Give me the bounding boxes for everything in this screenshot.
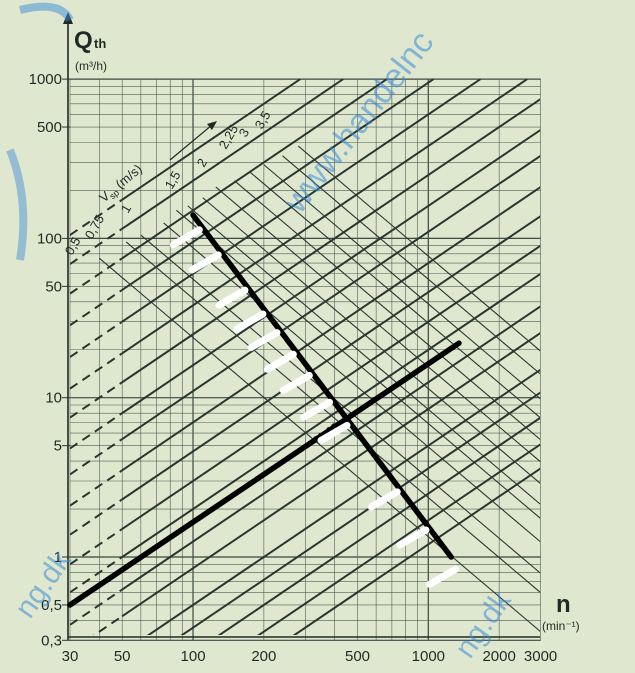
velocity-line: [215, 186, 540, 463]
white-tick-mark: [300, 398, 334, 421]
pump-size-line-dashed: [70, 257, 123, 295]
y-tick-labels: 0,3 0,5 1 5 10 50 100 500 1000: [29, 71, 70, 649]
velocity-line: [125, 241, 540, 593]
x-tick-label: 2000: [482, 648, 515, 665]
x-tick-label: 200: [251, 648, 276, 665]
velocity-line: [187, 205, 540, 505]
x-tick-label: 100: [181, 648, 206, 665]
pump-size-line-dashed: [70, 289, 123, 327]
velocity-line: [249, 171, 540, 419]
velocity-line: [282, 155, 540, 375]
watermark-fragment-icon: [6, 148, 28, 261]
white-tick-marks: [169, 226, 460, 588]
pump-size-line-dashed: [70, 588, 123, 626]
pump-size-line-dashed: [70, 469, 123, 507]
velocity-arrow-icon: [207, 121, 217, 130]
x-tick-label: 50: [114, 648, 131, 665]
y-axis-label-sub: th: [94, 36, 106, 51]
x-tick-label: 30: [62, 648, 79, 665]
pump-size-line: [121, 154, 540, 440]
y-tick-label: 0,5: [41, 597, 62, 614]
y-tick-label: 1: [54, 549, 62, 566]
watermark-fragment-icon: [19, 2, 74, 23]
pump-size-line: [121, 78, 344, 230]
pump-size-line: [121, 78, 435, 291]
x-tick-label: 500: [345, 648, 370, 665]
white-tick-mark: [169, 226, 203, 249]
white-tick-mark: [426, 565, 460, 588]
x-axis-unit: (min⁻¹): [542, 619, 580, 633]
pump-size-line: [121, 215, 540, 501]
velocity-line: [163, 222, 540, 543]
pump-size-line-dashed: [70, 528, 123, 566]
pump-size-line: [257, 443, 540, 635]
velocity-line: [234, 180, 540, 441]
pump-size-line: [121, 78, 388, 260]
x-axis-label: n: [556, 591, 571, 618]
white-tick-mark: [317, 421, 351, 444]
pump-size-line: [217, 416, 540, 635]
pump-size-line-dashed: [70, 556, 123, 594]
y-tick-label: 500: [37, 119, 62, 136]
velocity-lines: [99, 145, 540, 632]
pump-size-line-dashed: [70, 198, 123, 236]
white-tick-mark: [247, 329, 281, 352]
y-axis-unit: (m³/h): [75, 59, 107, 73]
pump-size-line: [121, 78, 301, 201]
white-tick-mark: [188, 251, 222, 274]
pump-size-line-dashed: [92, 615, 123, 635]
velocity-line: [140, 234, 540, 574]
pump-size-line: [121, 305, 540, 591]
y-tick-label: 10: [45, 390, 62, 407]
pump-size-line-dashed: [70, 381, 123, 419]
pump-size-line-dashed: [70, 352, 123, 390]
velocity-line: [99, 257, 540, 632]
y-tick-label: 0,3: [41, 632, 62, 649]
white-tick-mark: [233, 310, 267, 333]
velocity-line: [176, 209, 540, 519]
y-axis-label: Q: [74, 27, 93, 54]
white-tick-mark: [215, 286, 249, 309]
pump-size-line-dashed: [70, 412, 123, 450]
pump-size-line: [121, 186, 540, 472]
grid-minor: [69, 78, 541, 641]
y-tick-label: 100: [37, 230, 62, 247]
y-tick-label: 1000: [29, 71, 62, 88]
black-line-falling: [190, 212, 454, 560]
y-tick-label: 50: [45, 278, 62, 295]
pump-size-line-dashed: [70, 320, 123, 358]
velocity-line: [297, 145, 540, 352]
velocity-line: [263, 164, 540, 400]
y-tick-label: 5: [54, 438, 62, 455]
pump-size-line: [121, 78, 482, 323]
white-tick-mark: [263, 350, 297, 373]
black-line-rising: [67, 340, 462, 608]
x-tick-label: 3000: [524, 648, 557, 665]
overlay-marker-lines: [67, 212, 462, 608]
pump-size-line: [121, 244, 540, 530]
pump-size-line-dashed: [70, 227, 123, 265]
pump-size-line: [121, 129, 540, 414]
pump-size-line-dashed: [70, 438, 123, 476]
x-tick-labels: 30 50 100 200 500 1000 2000 3000: [62, 648, 558, 665]
x-tick-label: 1000: [412, 648, 445, 665]
velocity-arrow-line: [169, 124, 213, 161]
pump-size-line: [180, 391, 540, 635]
white-tick-mark: [367, 488, 401, 511]
white-tick-mark: [279, 371, 313, 394]
white-tick-mark: [396, 526, 430, 549]
pump-size-line-dashed: [70, 498, 123, 536]
pump-size-line: [146, 368, 540, 635]
pump-size-line: [292, 467, 540, 635]
velocity-line: [202, 197, 540, 484]
